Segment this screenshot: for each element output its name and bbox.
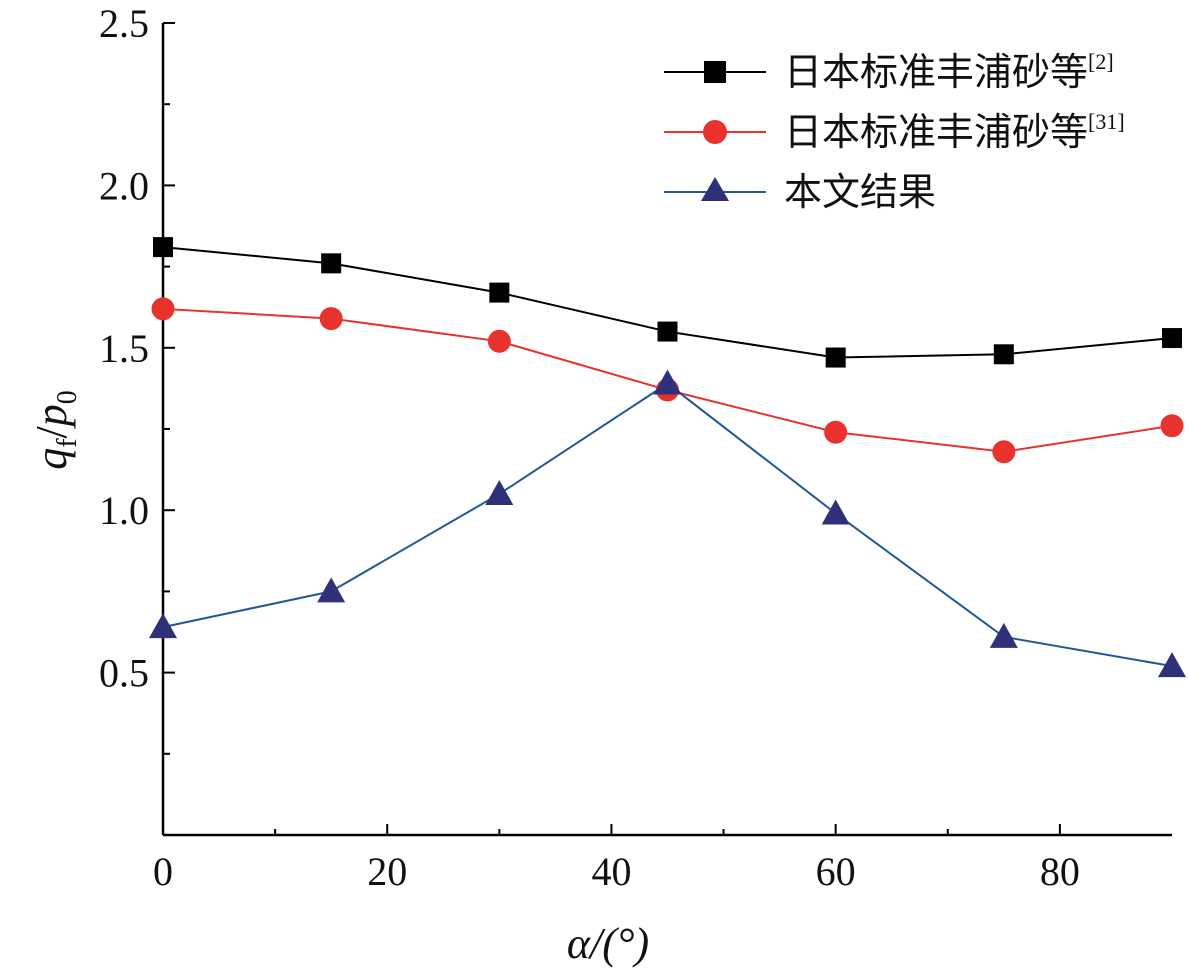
x-axis-ticks: 0 20 40 60 80: [153, 824, 1080, 894]
svg-text:日本标准丰浦砂等[31]: 日本标准丰浦砂等[31]: [784, 109, 1125, 154]
legend-item-series-2: 日本标准丰浦砂等[31]: [664, 109, 1125, 154]
y-axis-title-sub-f: f: [52, 438, 83, 448]
legend: 日本标准丰浦砂等[2] 日本标准丰浦砂等[31] 本文结果: [664, 49, 1125, 214]
legend-label-series-2: 日本标准丰浦砂等: [784, 110, 1088, 154]
y-tick-label: 1.5: [99, 326, 149, 371]
svg-text:qf/p0: qf/p0: [27, 390, 83, 470]
x-tick-label: 20: [367, 849, 407, 894]
svg-text:日本标准丰浦砂等[2]: 日本标准丰浦砂等[2]: [784, 49, 1114, 94]
data-point-circle: [1160, 414, 1184, 438]
y-axis-title: qf/p0: [27, 390, 83, 470]
legend-ref-series-1: [2]: [1088, 49, 1114, 74]
x-tick-label: 0: [153, 849, 173, 894]
series-line-3: [162, 382, 1173, 668]
y-axis-title-p: p: [27, 404, 76, 429]
y-axis-title-slash: /: [27, 425, 76, 438]
data-point-square: [153, 237, 173, 258]
legend-marker-square: [704, 61, 726, 83]
x-axis-title: α/(°): [567, 919, 649, 968]
legend-item-series-1: 日本标准丰浦砂等[2]: [664, 49, 1114, 94]
data-point-triangle: [485, 479, 514, 505]
legend-label-series-1: 日本标准丰浦砂等: [784, 50, 1088, 94]
y-axis-ticks: 0.5 1.0 1.5 2.0 2.5: [99, 1, 175, 755]
series-layer: [149, 237, 1186, 678]
data-point-circle: [151, 297, 175, 321]
legend-marker-circle: [703, 120, 727, 144]
data-point-triangle: [653, 369, 682, 395]
y-tick-label: 1.0: [99, 488, 149, 533]
legend-ref-series-2: [31]: [1088, 109, 1125, 134]
data-point-square: [1162, 328, 1182, 349]
data-point-triangle: [317, 577, 346, 603]
data-point-triangle: [149, 613, 177, 639]
y-axis-title-q: q: [27, 448, 76, 470]
x-tick-label: 80: [1040, 849, 1080, 894]
data-point-square: [489, 282, 510, 303]
data-point-circle: [319, 307, 343, 331]
data-point-square: [657, 321, 678, 342]
data-point-circle: [487, 329, 511, 353]
data-point-triangle: [989, 622, 1018, 648]
legend-item-series-3: 本文结果: [664, 170, 936, 214]
data-point-square: [321, 253, 342, 274]
y-axis-title-sub-0: 0: [52, 390, 83, 404]
legend-marker-triangle: [701, 177, 729, 201]
data-point-square: [993, 344, 1014, 365]
legend-label-series-3: 本文结果: [784, 170, 936, 214]
data-point-circle: [824, 420, 848, 444]
x-tick-label: 60: [816, 849, 856, 894]
y-tick-label: 2.5: [99, 1, 149, 46]
data-point-circle: [992, 440, 1016, 464]
y-tick-label: 0.5: [99, 651, 149, 696]
data-point-triangle: [1158, 652, 1186, 678]
data-point-square: [825, 347, 846, 368]
y-tick-label: 2.0: [99, 163, 149, 208]
x-tick-label: 40: [591, 849, 631, 894]
data-point-triangle: [821, 499, 850, 525]
